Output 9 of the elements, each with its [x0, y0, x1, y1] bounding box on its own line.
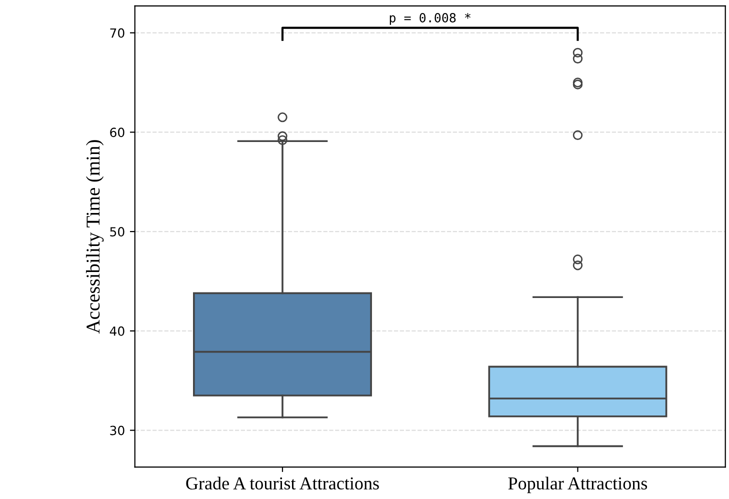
y-tick-label: 40	[110, 326, 124, 336]
y-axis-title: Accessibility Time (min)	[86, 140, 104, 334]
annotation: p = 0.008 *	[390, 12, 470, 25]
y-tick-label: 60	[110, 128, 124, 138]
x-tick-label: Popular Attractions	[508, 476, 648, 494]
y-tick-label: 50	[110, 227, 124, 236]
x-tick-label: Grade A tourist Attractions	[186, 476, 379, 490]
y-tick-label: 30	[110, 426, 124, 436]
y-tick-label: 70	[110, 28, 124, 38]
